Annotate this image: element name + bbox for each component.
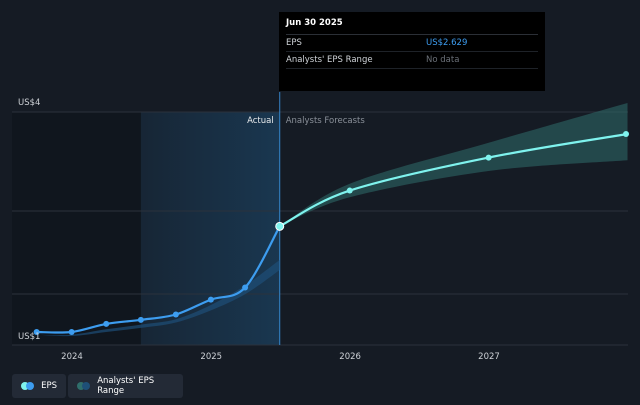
point-layer (33, 131, 629, 335)
eps-point (33, 328, 40, 335)
shade-layer (12, 112, 280, 345)
forecast-point (485, 154, 492, 161)
tooltip-eps-value: US$2.629 (426, 38, 468, 48)
x-tick-label: 2024 (61, 352, 83, 362)
tooltip-eps-label: EPS (286, 38, 302, 48)
x-tick-label: 2025 (200, 352, 222, 362)
y-tick-label-top: US$4 (18, 98, 40, 108)
label-layer: US$4 US$1 2024 2025 2026 2027 Actual Analysts F… (18, 98, 500, 362)
eps-point (137, 316, 144, 323)
eps-point (172, 311, 179, 318)
range-legend-icon (77, 382, 91, 390)
tooltip-range-row: Analysts' EPS Range No data (286, 52, 538, 69)
forecast-point (623, 131, 629, 137)
tooltip-range-value: No data (426, 55, 460, 65)
eps-point-latest (275, 221, 285, 231)
actual-past-shade (12, 112, 141, 345)
forecast-line (279, 132, 628, 228)
eps-point (103, 320, 110, 327)
x-tick-label: 2026 (339, 352, 361, 362)
eps-point (68, 328, 75, 335)
eps-point (207, 296, 214, 303)
eps-point (242, 284, 249, 291)
tooltip-date: Jun 30 2025 (286, 18, 538, 35)
tooltip: Jun 30 2025 EPS US$2.629 Analysts' EPS R… (279, 12, 545, 91)
tooltip-eps-row: EPS US$2.629 (286, 35, 538, 52)
x-tick-label: 2027 (478, 352, 500, 362)
legend-range-label: Analysts' EPS Range (97, 376, 155, 396)
forecast-label: Analysts Forecasts (286, 116, 366, 126)
eps-legend-icon (21, 382, 35, 390)
y-tick-label-bottom: US$1 (18, 332, 40, 342)
tooltip-range-label: Analysts' EPS Range (286, 55, 373, 65)
actual-label: Actual (247, 116, 274, 126)
forecast-point (346, 187, 353, 194)
past-estimate-band (36, 259, 280, 337)
legend-range-button[interactable]: Analysts' EPS Range (68, 374, 183, 398)
grid-layer (12, 92, 628, 346)
legend-eps-label: EPS (41, 381, 57, 391)
legend-eps-button[interactable]: EPS (12, 374, 66, 398)
